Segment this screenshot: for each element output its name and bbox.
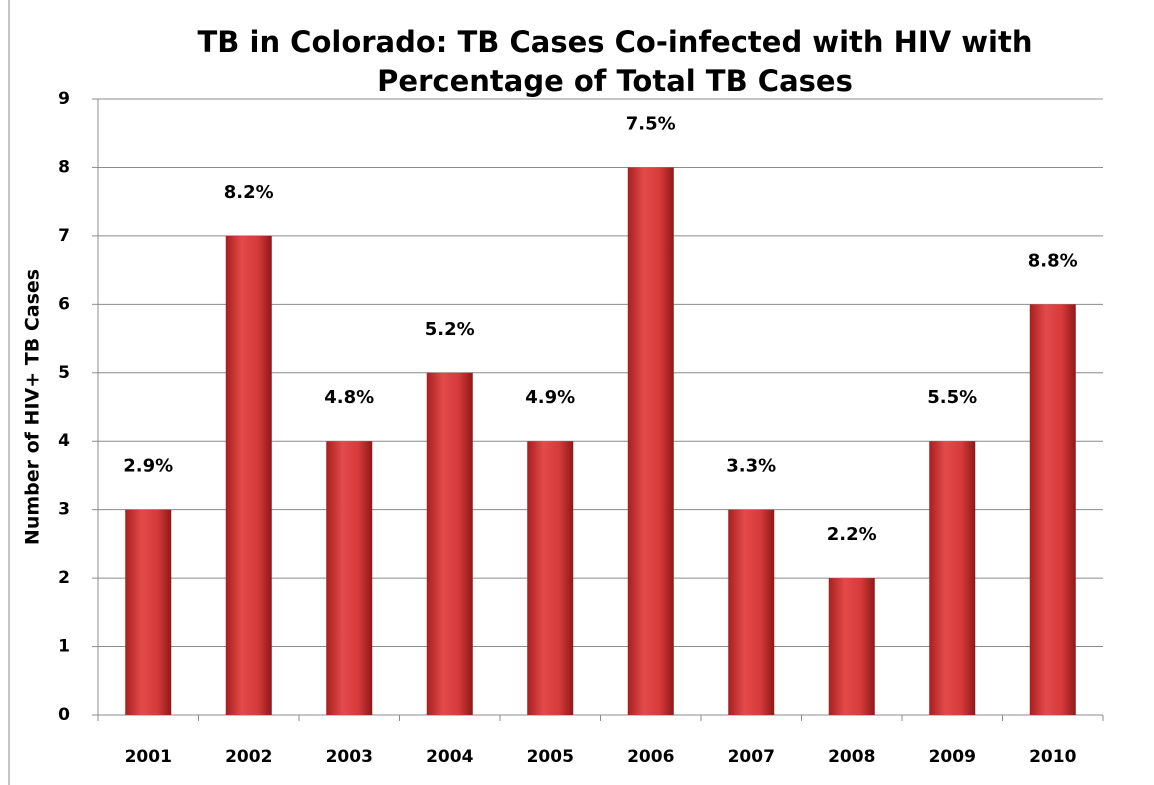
x-tick-label: 2010 [1029,747,1076,767]
bar [426,372,473,715]
x-tick-label: 2009 [929,747,976,767]
x-tick-label: 2005 [527,747,574,767]
bar-annotation: 8.2% [224,182,274,203]
bar [225,235,272,715]
bar [527,441,574,715]
y-tick-label: 1 [58,637,70,657]
x-tick-label: 2004 [426,747,473,767]
bar-annotation: 5.5% [927,387,977,408]
x-tick-label: 2001 [125,747,172,767]
y-tick-label: 4 [58,431,70,451]
x-tick-label: 2008 [828,747,875,767]
bar [125,509,172,715]
y-tick-label: 0 [58,705,70,725]
bar-annotation: 7.5% [626,113,676,134]
x-tick-label: 2002 [225,747,272,767]
chart-title: TB in Colorado: TB Cases Co-infected wit… [198,25,1033,59]
bar-annotation: 8.8% [1028,250,1078,271]
bar-annotation: 3.3% [726,456,776,477]
bar [326,441,373,715]
bar [929,441,976,715]
x-tick-label: 2006 [627,747,674,767]
y-tick-label: 9 [58,89,70,109]
y-tick-label: 7 [58,226,70,246]
chart-title: Percentage of Total TB Cases [377,64,853,98]
y-tick-label: 5 [58,363,70,383]
bar-annotation: 2.9% [123,456,173,477]
bar [728,509,775,715]
bar [1029,304,1076,715]
y-tick-label: 3 [58,500,70,520]
bar-annotation: 4.8% [324,387,374,408]
bar-annotation: 2.2% [827,524,877,545]
x-tick-label: 2003 [326,747,373,767]
bar-annotation: 5.2% [425,319,475,340]
bar [627,167,674,715]
y-tick-label: 2 [58,568,70,588]
x-tick-label: 2007 [728,747,775,767]
bar [828,578,875,715]
bar-annotation: 4.9% [525,387,575,408]
y-tick-label: 6 [58,294,70,314]
y-tick-label: 8 [58,157,70,177]
y-axis-label: Number of HIV+ TB Cases [22,269,44,545]
